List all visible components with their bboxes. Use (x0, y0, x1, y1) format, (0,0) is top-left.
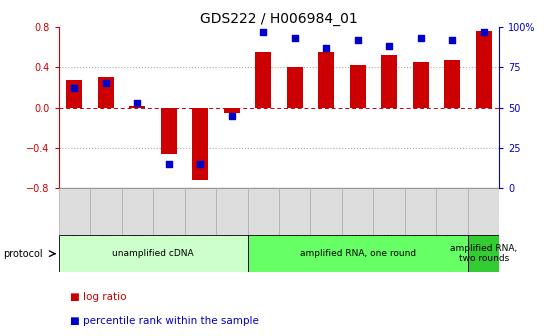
Point (165, 161, 174, 167)
FancyBboxPatch shape (122, 188, 153, 235)
Bar (161, 108, 177, 154)
Point (385, 44, 394, 49)
Point (416, 36, 425, 41)
Bar (444, 60, 460, 108)
FancyBboxPatch shape (373, 188, 405, 235)
FancyBboxPatch shape (59, 188, 90, 235)
Point (196, 161, 205, 167)
Text: protocol: protocol (3, 249, 42, 259)
FancyBboxPatch shape (153, 188, 185, 235)
FancyBboxPatch shape (468, 235, 499, 272)
Bar (319, 52, 334, 108)
FancyBboxPatch shape (185, 188, 216, 235)
Point (353, 37, 362, 42)
FancyBboxPatch shape (310, 188, 342, 235)
FancyBboxPatch shape (248, 235, 468, 272)
Text: amplified RNA, one round: amplified RNA, one round (300, 249, 416, 258)
FancyBboxPatch shape (90, 188, 122, 235)
Point (259, 29, 268, 34)
FancyBboxPatch shape (248, 188, 279, 235)
FancyBboxPatch shape (342, 188, 373, 235)
Text: amplified RNA,
two rounds: amplified RNA, two rounds (450, 244, 517, 263)
FancyBboxPatch shape (279, 188, 310, 235)
Point (290, 36, 299, 41)
Point (479, 29, 488, 34)
Bar (66, 80, 82, 108)
FancyBboxPatch shape (468, 188, 499, 235)
Bar (350, 65, 365, 108)
Bar (193, 108, 208, 180)
Bar (381, 55, 397, 108)
FancyBboxPatch shape (216, 188, 248, 235)
Bar (413, 62, 429, 108)
Bar (256, 52, 271, 108)
FancyBboxPatch shape (59, 235, 248, 272)
Text: ■ log ratio: ■ log ratio (70, 292, 126, 302)
Point (448, 37, 456, 42)
FancyBboxPatch shape (436, 188, 468, 235)
Point (102, 81, 110, 86)
Text: ■ percentile rank within the sample: ■ percentile rank within the sample (70, 316, 258, 326)
Title: GDS222 / H006984_01: GDS222 / H006984_01 (200, 12, 358, 26)
Bar (129, 106, 145, 108)
Bar (224, 108, 239, 113)
Bar (98, 77, 114, 108)
Point (70, 85, 79, 91)
Point (133, 100, 142, 106)
Point (227, 113, 236, 118)
Bar (476, 31, 492, 108)
Text: unamplified cDNA: unamplified cDNA (112, 249, 194, 258)
Point (322, 45, 331, 50)
FancyBboxPatch shape (405, 188, 436, 235)
Bar (287, 67, 302, 108)
